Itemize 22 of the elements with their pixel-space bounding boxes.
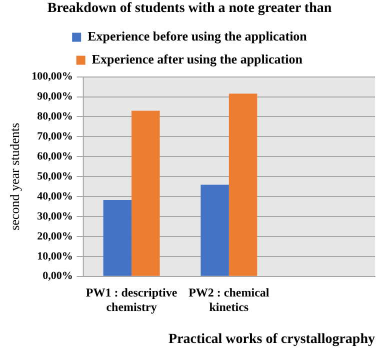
legend-label: Experience after using the application — [92, 52, 304, 67]
x-tick-label: PW2 : chemical kinetics — [188, 286, 270, 314]
y-tick-label: 50,00% — [37, 170, 73, 182]
y-axis-title: second year students — [7, 122, 22, 230]
chart-title: Breakdown of students with a note greater than — [47, 1, 332, 16]
y-tick-label: 20,00% — [37, 230, 73, 242]
bar — [200, 184, 229, 276]
bar — [132, 110, 160, 276]
bar — [228, 94, 258, 276]
bar — [103, 200, 132, 276]
y-tick-label: 90,00% — [37, 90, 73, 103]
x-tick-label: PW1 : descriptive chemistry — [86, 286, 178, 314]
y-tick-label: 10,00% — [37, 250, 73, 262]
y-tick-label: 0,00% — [42, 270, 73, 282]
y-tick-label: 30,00% — [37, 210, 73, 222]
y-tick-label: 80,00% — [37, 110, 73, 123]
legend-label: Experience before using the application — [88, 28, 308, 44]
x-axis-title: Practical works of crystallography — [168, 332, 375, 348]
y-tick-label: 60,00% — [37, 150, 73, 162]
y-tick-label: 40,00% — [37, 190, 73, 202]
y-tick-label: 100,00% — [32, 70, 73, 83]
y-tick-label: 70,00% — [37, 130, 73, 143]
